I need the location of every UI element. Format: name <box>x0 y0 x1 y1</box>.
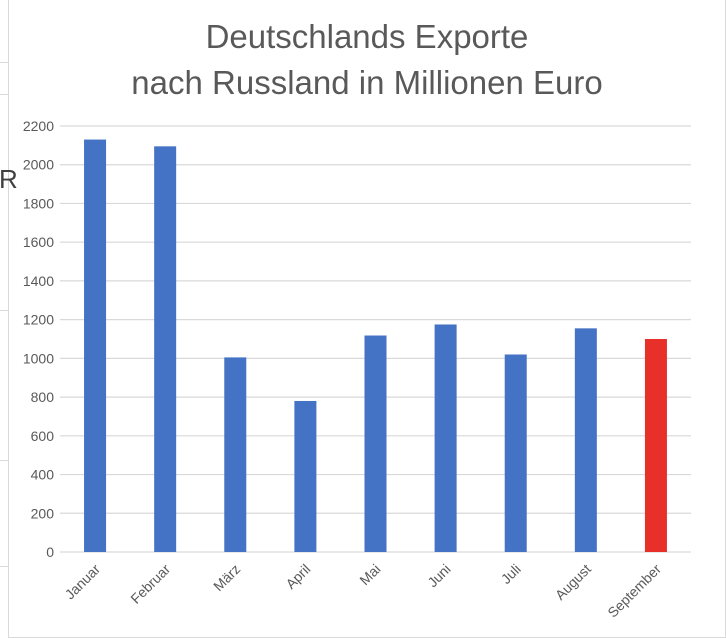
bar-februar[interactable] <box>154 146 177 552</box>
bar-september[interactable] <box>644 339 667 552</box>
y-axis-tick-labels: 0 200 400 600 800 1000 1200 1400 1600 1800 2000 220… <box>23 118 54 560</box>
bar-märz[interactable] <box>224 357 247 552</box>
x-tick-label: Mai <box>356 561 383 588</box>
bar-plot: 0 200 400 600 800 1000 1200 1400 1600 1800 2000 220… <box>23 118 691 621</box>
y-tick-label: 1600 <box>23 234 54 250</box>
bars <box>84 139 667 552</box>
x-tick-label: März <box>210 561 243 594</box>
y-tick-label: 1800 <box>23 195 54 211</box>
bar-august[interactable] <box>574 328 597 552</box>
y-tick-label: 800 <box>31 389 55 405</box>
y-tick-label: 200 <box>31 505 55 521</box>
clipped-cell-glyph: R <box>0 164 18 194</box>
bar-april[interactable] <box>294 400 317 552</box>
spreadsheet-row-edge <box>0 0 9 638</box>
x-tick-label: August <box>552 561 594 603</box>
bar-januar[interactable] <box>84 139 107 552</box>
x-axis-tick-labels: Januar Februar März April Mai Juni Juli August S… <box>62 561 665 621</box>
x-tick-label: Januar <box>62 561 104 603</box>
y-tick-label: 1000 <box>23 350 54 366</box>
y-tick-label: 0 <box>46 544 54 560</box>
y-tick-label: 400 <box>31 467 55 483</box>
x-tick-label: Februar <box>127 561 173 607</box>
bar-juli[interactable] <box>504 354 527 552</box>
x-tick-label: Juli <box>498 561 524 587</box>
x-tick-label: September <box>604 561 664 621</box>
x-tick-label: April <box>282 561 313 592</box>
y-tick-label: 2000 <box>23 157 54 173</box>
chart-title-line-2: nach Russland in Millionen Euro <box>131 64 603 101</box>
y-tick-label: 1200 <box>23 312 54 328</box>
chart-title-line-1: Deutschlands Exporte <box>205 18 529 55</box>
y-tick-label: 1400 <box>23 273 54 289</box>
chart-title: Deutschlands Exporte nach Russland in Mi… <box>9 14 725 106</box>
x-tick-label: Juni <box>424 561 453 590</box>
y-tick-label: 600 <box>31 428 55 444</box>
bar-mai[interactable] <box>364 335 387 552</box>
y-tick-label: 2200 <box>23 118 54 134</box>
bar-juni[interactable] <box>434 324 457 552</box>
